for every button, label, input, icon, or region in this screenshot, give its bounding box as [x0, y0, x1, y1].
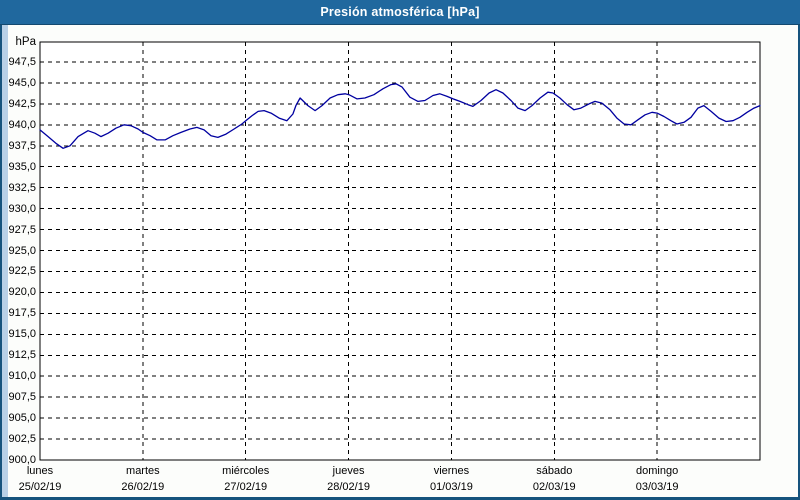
y-tick-label: 925,0	[8, 244, 36, 257]
date-label: 28/02/19	[327, 481, 370, 493]
y-tick-label: 902,5	[8, 433, 36, 446]
y-tick-label: 942,5	[8, 97, 36, 110]
weekday-label: martes	[126, 465, 160, 477]
y-tick-label: 907,5	[8, 391, 36, 404]
date-label: 25/02/19	[18, 481, 62, 493]
chart-title-bar: Presión atmosférica [hPa]	[0, 0, 800, 25]
weekday-label: lunes	[26, 465, 54, 477]
y-axis-unit-label: hPa	[15, 36, 36, 48]
y-tick-label: 927,5	[8, 223, 36, 236]
y-tick-label: 910,0	[8, 370, 36, 383]
y-tick-label: 920,0	[8, 286, 36, 299]
chart-title: Presión atmosférica [hPa]	[320, 5, 480, 19]
y-tick-label: 945,0	[8, 76, 36, 89]
x-day-label: martes 26/02/19	[93, 463, 193, 495]
x-day-label: domingo 03/03/19	[607, 463, 707, 495]
weekday-label: domingo	[636, 465, 679, 477]
y-tick-label: 922,5	[8, 265, 36, 278]
x-day-label: viernes 01/03/19	[401, 463, 501, 495]
y-tick-label: 940,0	[8, 118, 36, 131]
y-tick-label: 932,5	[8, 181, 36, 194]
date-label: 01/03/19	[430, 481, 473, 493]
window-border-right	[798, 25, 800, 500]
window-border-left	[0, 25, 2, 500]
pressure-line	[39, 83, 761, 149]
date-label: 03/03/19	[635, 481, 679, 493]
date-label: 26/02/19	[121, 481, 165, 493]
y-tick-label: 930,0	[8, 202, 36, 215]
date-label: 27/02/19	[224, 481, 268, 493]
weekday-label: sábado	[536, 465, 573, 477]
y-tick-label: 915,0	[8, 328, 36, 341]
y-tick-label: 912,5	[8, 349, 36, 362]
y-tick-label: 935,0	[8, 160, 36, 173]
weekday-label: miércoles	[222, 465, 270, 477]
y-tick-label: 900,0	[8, 454, 36, 466]
y-tick-label: 947,5	[8, 56, 36, 68]
y-tick-label: 905,0	[8, 412, 36, 425]
x-day-label: jueves 28/02/19	[299, 463, 399, 495]
date-label: 02/03/19	[532, 481, 576, 493]
left-edge-strip	[2, 25, 8, 497]
weekday-label: jueves	[332, 465, 365, 477]
y-tick-label: 937,5	[8, 139, 36, 152]
window-border-bottom	[0, 497, 800, 500]
y-tick-label: 917,5	[8, 307, 36, 320]
x-day-label: miércoles 27/02/19	[196, 463, 296, 495]
x-day-label: lunes 25/02/19	[0, 463, 90, 495]
weekday-label: viernes	[433, 465, 470, 477]
x-day-label: sábado 02/03/19	[504, 463, 604, 495]
